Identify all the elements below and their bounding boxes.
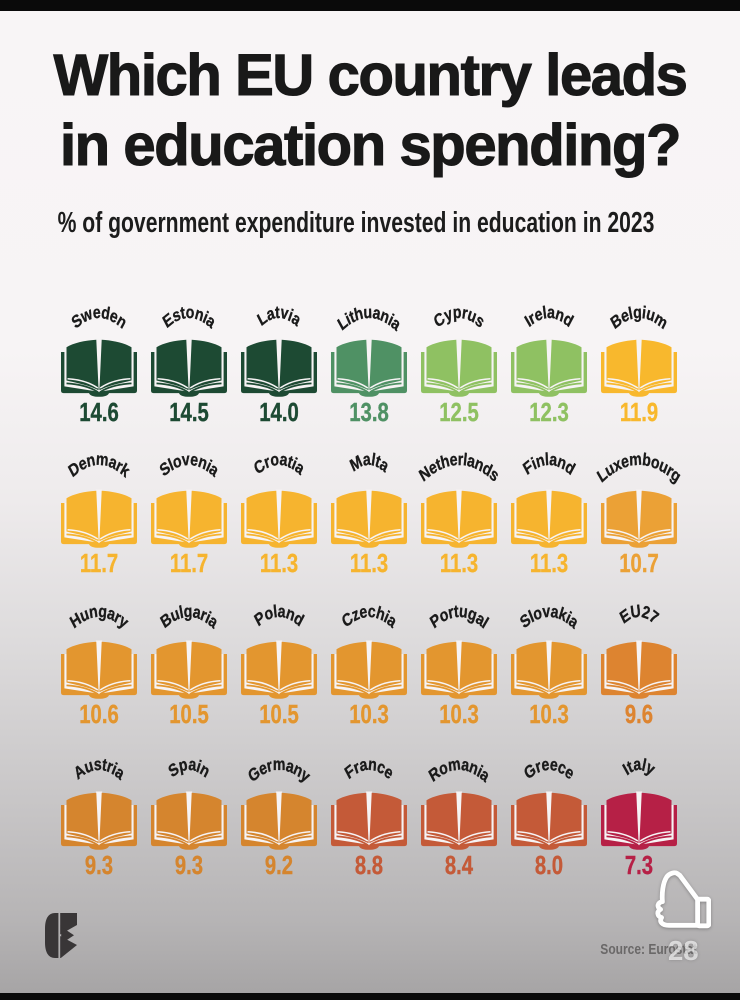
svg-text:Slovenia: Slovenia bbox=[157, 451, 221, 482]
svg-text:Germany: Germany bbox=[245, 755, 312, 786]
svg-text:Luxembourg: Luxembourg bbox=[594, 451, 682, 487]
svg-text:Portugal: Portugal bbox=[427, 602, 490, 632]
svg-text:Lithuania: Lithuania bbox=[335, 304, 403, 335]
svg-text:Croatia: Croatia bbox=[251, 451, 306, 480]
svg-text:Estonia: Estonia bbox=[160, 304, 218, 333]
svg-text:France: France bbox=[342, 755, 396, 783]
svg-text:Slovakia: Slovakia bbox=[517, 602, 580, 632]
svg-text:Spain: Spain bbox=[166, 755, 212, 781]
svg-text:Cyprus: Cyprus bbox=[431, 304, 487, 333]
svg-text:Austria: Austria bbox=[71, 755, 126, 784]
svg-text:Ireland: Ireland bbox=[522, 304, 575, 332]
svg-text:Latvia: Latvia bbox=[254, 304, 303, 331]
svg-text:Hungary: Hungary bbox=[67, 602, 130, 632]
svg-text:Greece: Greece bbox=[521, 755, 576, 784]
svg-text:Finland: Finland bbox=[520, 451, 577, 480]
svg-text:Romania: Romania bbox=[426, 755, 492, 786]
svg-text:Sweden: Sweden bbox=[69, 304, 129, 333]
svg-text:Bulgaria: Bulgaria bbox=[158, 602, 220, 632]
svg-text:Netherlands: Netherlands bbox=[416, 451, 501, 487]
svg-text:Belgium: Belgium bbox=[608, 304, 670, 334]
svg-text:Malta: Malta bbox=[347, 451, 391, 477]
svg-text:Italy: Italy bbox=[620, 755, 657, 779]
svg-text:EU27: EU27 bbox=[617, 602, 661, 628]
svg-text:Poland: Poland bbox=[252, 602, 306, 630]
svg-text:Denmark: Denmark bbox=[66, 451, 132, 482]
svg-text:Czechia: Czechia bbox=[339, 602, 399, 632]
